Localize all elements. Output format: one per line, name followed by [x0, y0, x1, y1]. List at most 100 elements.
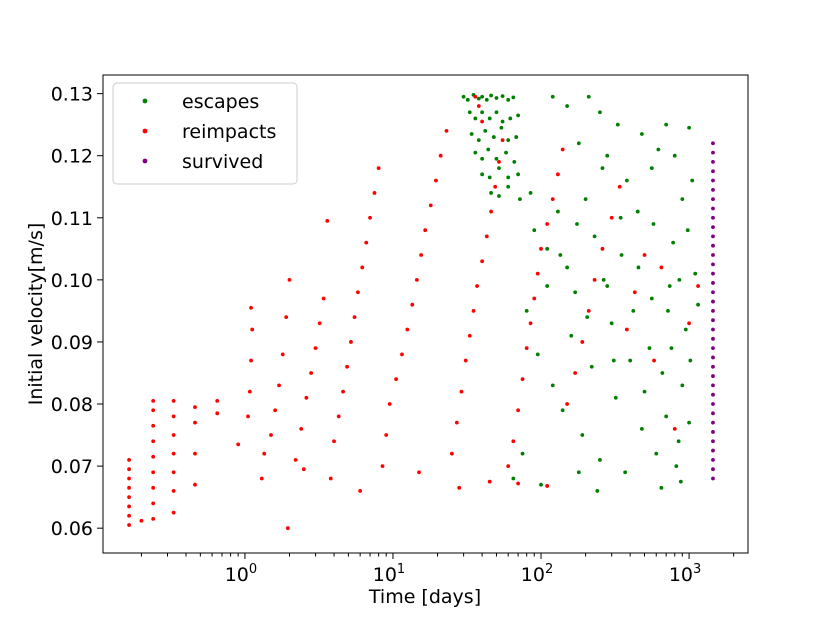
survived-point [711, 141, 715, 146]
reimpacts-point [287, 277, 292, 282]
reimpacts-point [352, 315, 357, 319]
reimpacts-point [449, 451, 454, 456]
reimpacts-point [471, 309, 476, 313]
escapes-point [664, 414, 669, 419]
survived-point [711, 150, 715, 155]
escapes-point [465, 97, 470, 102]
escapes-point [550, 383, 555, 388]
x-axis-label: Time [days] [368, 586, 481, 608]
escapes-point [480, 110, 485, 115]
escapes-point [550, 94, 555, 99]
escapes-point [639, 132, 644, 136]
survived-point [711, 160, 715, 164]
reimpacts-point [463, 358, 468, 363]
escapes-point [497, 166, 501, 171]
escapes-point [545, 284, 550, 288]
escapes-point [565, 265, 569, 270]
survived-point [711, 476, 715, 481]
escapes-point [671, 240, 676, 245]
escapes-point [573, 290, 578, 295]
escapes-point [688, 358, 693, 363]
escapes-point [656, 147, 661, 152]
survived-point [711, 402, 715, 406]
escapes-point [669, 346, 674, 351]
survived-point [711, 225, 715, 229]
x-tick-label: 103 [669, 562, 701, 586]
escapes-point [598, 457, 602, 462]
escapes-point [569, 333, 574, 338]
reimpacts-point [434, 178, 438, 183]
reimpacts-point [423, 228, 428, 233]
escapes-point [480, 172, 485, 177]
legend-label-escapes: escapes [182, 91, 259, 113]
reimpacts-point [127, 504, 131, 509]
reimpacts-point [586, 309, 591, 313]
escapes-point [512, 160, 517, 164]
escapes-point [535, 352, 540, 357]
reimpacts-point [247, 389, 252, 394]
escapes-point [499, 125, 504, 130]
reimpacts-point [609, 215, 614, 220]
escapes-point [494, 156, 499, 161]
escapes-point [592, 234, 597, 239]
reimpacts-point [497, 160, 501, 164]
reimpacts-point [293, 457, 298, 462]
reimpacts-point [151, 470, 156, 475]
escapes-point [532, 228, 537, 233]
reimpacts-point [457, 485, 462, 490]
series-survived [711, 141, 715, 481]
escapes-point [489, 191, 493, 195]
escapes-point [469, 132, 474, 136]
legend-marker-escapes [142, 98, 148, 104]
reimpacts-point [309, 371, 314, 375]
escapes-point [647, 346, 652, 351]
escapes-point [601, 277, 606, 282]
legend: escapes reimpacts survived [112, 82, 298, 185]
reimpacts-point [273, 408, 278, 413]
escapes-point [690, 178, 695, 183]
escapes-point [687, 125, 691, 130]
x-axis: 100 101 102 103 [140, 553, 735, 586]
y-tick-label: 0.08 [51, 394, 93, 416]
reimpacts-point [151, 516, 156, 521]
reimpacts-point [400, 352, 404, 357]
reimpacts-point [269, 433, 273, 437]
reimpacts-point [280, 352, 285, 357]
reimpacts-point [672, 426, 677, 431]
reimpacts-point [632, 290, 637, 295]
escapes-point [494, 110, 499, 115]
reimpacts-point [550, 197, 555, 202]
escapes-point [600, 166, 605, 171]
escapes-point [506, 184, 511, 189]
y-tick-label: 0.13 [51, 84, 93, 106]
reimpacts-point [516, 408, 520, 413]
escapes-point [611, 358, 616, 363]
survived-point [711, 411, 715, 416]
escapes-point [624, 178, 629, 183]
survived-point [711, 290, 715, 295]
escapes-point [500, 94, 505, 99]
escapes-point [476, 96, 481, 101]
reimpacts-point [356, 290, 360, 295]
escapes-point [635, 209, 640, 214]
reimpacts-point [336, 414, 341, 419]
escapes-point [685, 228, 690, 233]
reimpacts-point [414, 277, 419, 282]
escapes-point [489, 93, 493, 98]
reimpacts-point [246, 414, 250, 419]
reimpacts-point [500, 138, 505, 143]
reimpacts-point [325, 218, 330, 223]
survived-point [711, 262, 715, 267]
reimpacts-point [236, 442, 241, 447]
reimpacts-point [171, 451, 176, 456]
reimpacts-point [454, 420, 459, 425]
escapes-point [677, 277, 682, 282]
series-reimpacts [127, 94, 700, 531]
reimpacts-point [438, 153, 443, 158]
survived-point [711, 364, 715, 369]
reimpacts-point [475, 284, 479, 288]
reimpacts-point [127, 476, 131, 481]
escapes-point [480, 156, 485, 161]
escapes-point [642, 389, 647, 394]
reimpacts-point [539, 246, 543, 251]
